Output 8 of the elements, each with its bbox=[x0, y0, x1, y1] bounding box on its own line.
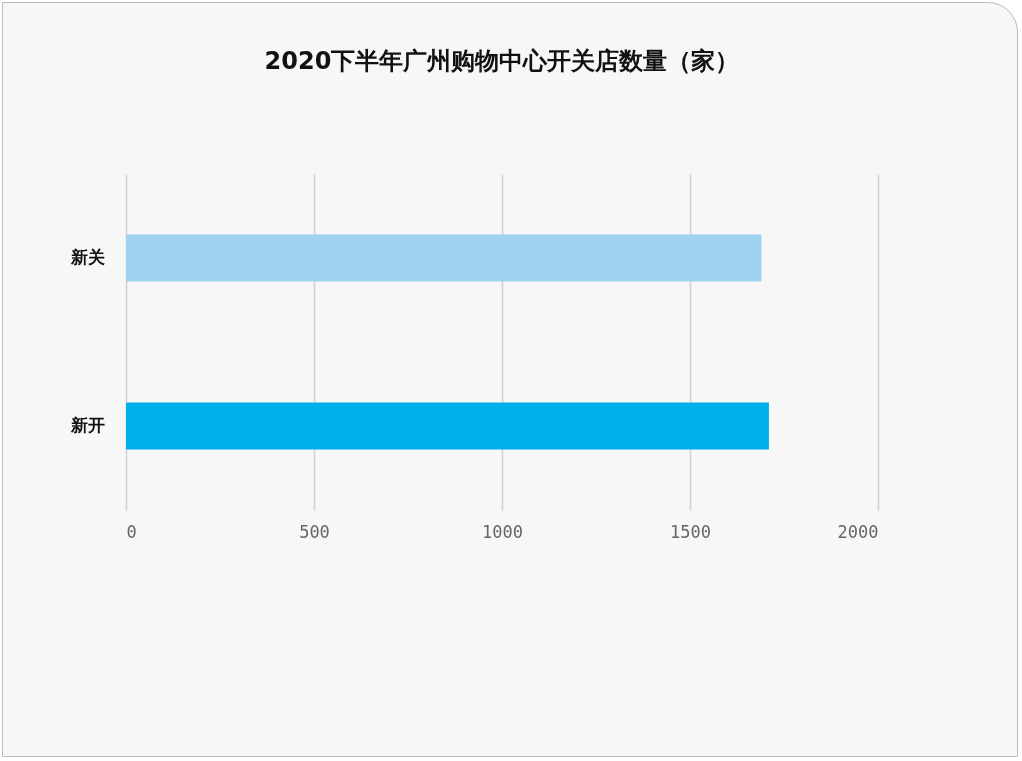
y-tick-label: 新开 bbox=[69, 416, 105, 435]
x-tick-label: 0 bbox=[126, 521, 137, 542]
x-tick-label: 2000 bbox=[837, 521, 879, 542]
x-tick-label: 500 bbox=[299, 521, 330, 542]
x-tick-label: 1500 bbox=[670, 521, 711, 542]
chart-title: 2020下半年广州购物中心开关店数量（家） bbox=[264, 47, 740, 75]
y-tick-label: 新关 bbox=[69, 248, 105, 267]
x-tick-label: 1000 bbox=[482, 521, 523, 542]
